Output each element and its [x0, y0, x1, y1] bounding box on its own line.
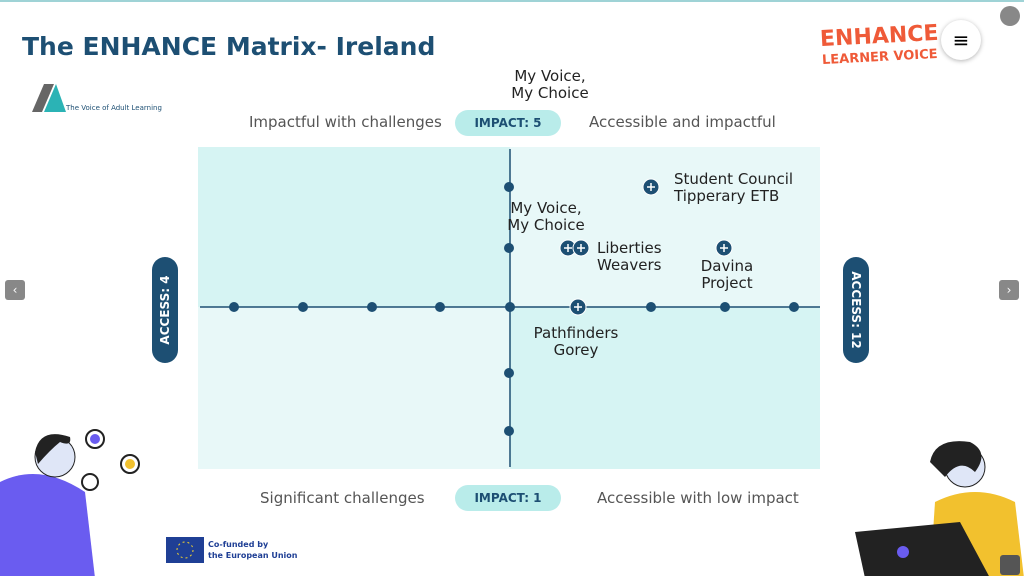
more-button[interactable]	[1000, 555, 1020, 575]
line: My Voice,	[514, 67, 586, 85]
quadrant-label: Significant challenges	[260, 489, 425, 507]
line: Liberties	[597, 239, 662, 257]
logo-mark	[32, 84, 66, 112]
prev-button[interactable]: ‹	[5, 280, 25, 300]
quadrant-label: Accessible with low impact	[597, 489, 799, 507]
eu-line1: Co-funded by	[208, 540, 269, 549]
quadrant-label: Accessible and impactful	[589, 113, 776, 131]
line: Davina	[700, 257, 754, 275]
menu-button[interactable]: ≡	[941, 20, 981, 60]
line: Weavers	[597, 256, 662, 274]
point-label: My Voice, My Choice	[496, 200, 596, 234]
impact-min: IMPACT: 1	[455, 485, 561, 511]
top-label: My Voice, My Choice	[500, 68, 600, 102]
line: My Choice	[511, 84, 589, 102]
lock-icon[interactable]	[1000, 6, 1020, 26]
next-button[interactable]: ›	[999, 280, 1019, 300]
line: My Choice	[507, 216, 585, 234]
line: Tipperary ETB	[674, 187, 780, 205]
eu-line2: the European Union	[208, 551, 298, 560]
quadrant-label: Impactful with challenges	[249, 113, 442, 131]
line: Project	[701, 274, 753, 292]
title: The ENHANCE Matrix- Ireland	[22, 32, 436, 61]
logo-text: The Voice of Adult Learning	[66, 104, 162, 112]
point-label: Student Council Tipperary ETB	[674, 171, 793, 205]
line: Gorey	[553, 341, 599, 359]
point-label: Pathfinders Gorey	[521, 325, 631, 359]
point-label: Davina Project	[677, 258, 777, 292]
line: My Voice,	[510, 199, 582, 217]
line: Student Council	[674, 170, 794, 188]
impact-max: IMPACT: 5	[455, 110, 561, 136]
point-label: Liberties Weavers	[597, 240, 662, 274]
line: Pathfinders	[533, 324, 619, 342]
